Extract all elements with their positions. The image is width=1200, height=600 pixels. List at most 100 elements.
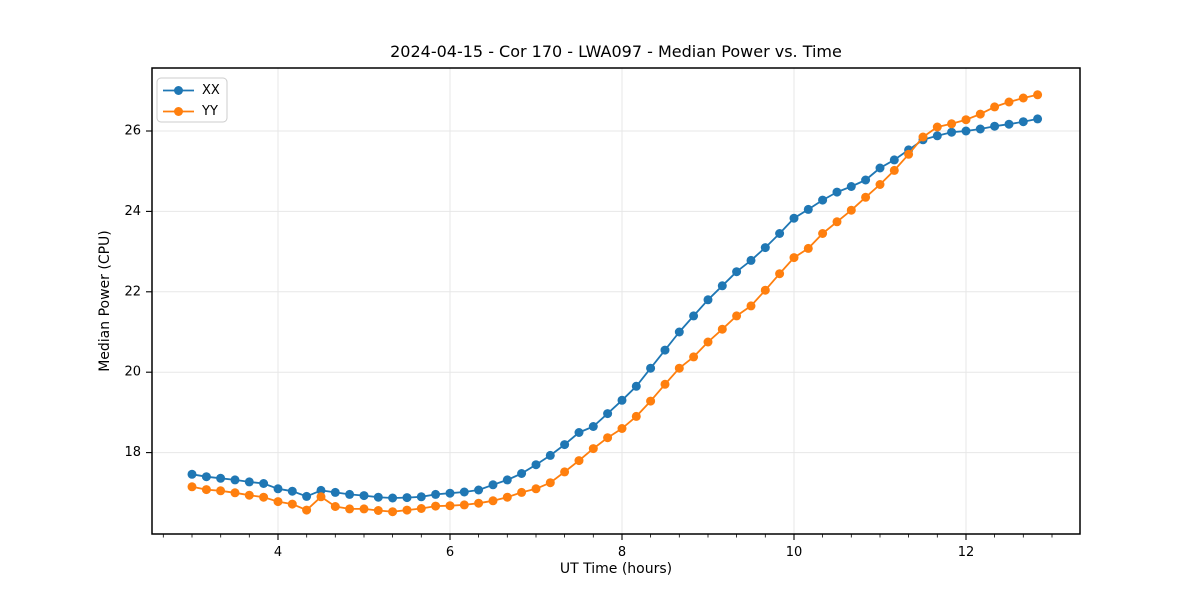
data-point-marker [502, 475, 512, 485]
data-point-marker [646, 363, 656, 373]
data-point-marker [603, 409, 613, 419]
data-point-marker [832, 217, 842, 227]
data-point-marker [502, 492, 512, 502]
data-point-marker [818, 229, 828, 238]
data-series-layer [187, 90, 1043, 517]
data-point-marker [201, 485, 211, 495]
data-point-marker [373, 492, 383, 502]
data-point-marker [775, 229, 785, 238]
data-point-marker [617, 395, 627, 405]
data-point-marker [517, 487, 527, 497]
data-point-marker [416, 492, 426, 502]
data-point-marker [545, 450, 555, 460]
data-point-marker [316, 485, 326, 495]
data-point-marker [703, 337, 713, 347]
data-point-marker [746, 255, 756, 265]
data-point-marker [459, 487, 469, 497]
x-tick-label: 10 [786, 545, 803, 560]
data-point-marker [316, 492, 326, 502]
y-tick-label: 24 [124, 204, 141, 219]
data-point-marker [474, 485, 484, 495]
data-point-marker [732, 311, 742, 321]
data-point-marker [760, 243, 770, 253]
data-point-marker [359, 504, 369, 514]
data-point-marker [201, 472, 211, 482]
data-point-marker [717, 281, 727, 291]
data-point-marker [803, 204, 813, 214]
data-point-marker [545, 478, 555, 488]
data-point-marker [1033, 90, 1043, 100]
x-tick-label: 8 [618, 545, 626, 560]
data-point-marker [803, 243, 813, 253]
data-point-marker [187, 469, 197, 479]
data-point-marker [889, 165, 899, 175]
data-point-marker [789, 253, 799, 263]
data-point-marker [531, 460, 541, 470]
data-point-marker [302, 491, 312, 501]
data-point-marker [345, 489, 355, 499]
data-point-marker [603, 433, 613, 443]
data-point-marker [230, 475, 240, 485]
data-point-marker [674, 327, 684, 337]
data-point-marker [689, 352, 699, 362]
data-point-marker [818, 195, 828, 205]
data-point-marker [216, 486, 226, 496]
data-point-marker [416, 504, 426, 513]
data-point-marker [488, 480, 498, 490]
data-point-marker [875, 180, 885, 189]
data-point-marker [904, 149, 914, 159]
data-point-marker [990, 102, 1000, 112]
data-point-marker [961, 126, 971, 136]
data-point-marker [689, 311, 699, 321]
data-point-marker [259, 492, 269, 502]
x-tick-label: 4 [274, 545, 282, 560]
data-point-marker [889, 155, 899, 165]
data-point-marker [631, 381, 641, 391]
data-point-marker [273, 484, 283, 494]
data-point-marker [789, 213, 799, 223]
data-point-marker [216, 473, 226, 483]
data-point-marker [431, 501, 441, 511]
data-point-marker [445, 501, 455, 511]
data-point-marker [287, 499, 297, 509]
data-point-marker [760, 285, 770, 295]
data-point-marker [660, 379, 670, 389]
data-point-marker [302, 505, 312, 515]
data-point-marker [287, 486, 297, 496]
data-point-marker [1033, 114, 1043, 124]
data-point-marker [775, 269, 785, 279]
data-point-marker [1004, 119, 1014, 129]
data-point-marker [861, 175, 871, 185]
data-point-marker [846, 182, 856, 191]
data-point-marker [975, 109, 985, 119]
data-point-marker [431, 489, 441, 499]
data-point-marker [244, 477, 254, 487]
data-point-marker [402, 493, 412, 503]
data-point-marker [846, 205, 856, 215]
data-point-marker [517, 469, 527, 478]
data-point-marker [531, 484, 541, 494]
y-tick-label: 20 [124, 365, 141, 380]
y-axis-label: Median Power (CPU) [97, 230, 113, 372]
y-tick-label: 22 [124, 284, 141, 299]
data-point-marker [861, 192, 871, 202]
data-point-marker [259, 479, 269, 488]
axis-tick-labels: 4 6 8 10 12 18 20 22 24 26 [124, 124, 974, 561]
data-point-marker [947, 119, 957, 129]
data-point-marker [187, 482, 197, 492]
x-tick-label: 12 [958, 545, 975, 560]
data-point-marker [1018, 93, 1028, 103]
data-point-marker [717, 324, 727, 334]
data-point-marker [975, 124, 985, 134]
data-point-marker [1018, 117, 1028, 127]
data-point-marker [1004, 97, 1014, 107]
data-point-marker [574, 428, 584, 437]
data-point-marker [961, 115, 971, 125]
data-point-marker [932, 122, 942, 132]
data-point-marker [402, 505, 412, 515]
data-point-marker [674, 363, 684, 373]
x-axis-label: UT Time (hours) [560, 561, 672, 577]
data-line-xx [191, 118, 1039, 499]
